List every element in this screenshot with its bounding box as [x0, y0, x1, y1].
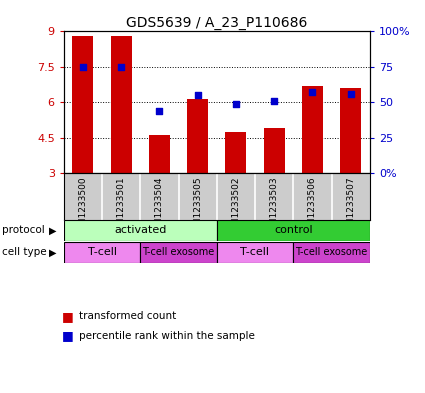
- Text: GSM1233506: GSM1233506: [308, 177, 317, 237]
- Bar: [64, 242, 140, 263]
- Text: GSM1233505: GSM1233505: [193, 177, 202, 237]
- Bar: [72, 36, 94, 173]
- Bar: [302, 86, 323, 173]
- Point: [271, 98, 278, 104]
- Bar: [110, 36, 132, 173]
- Text: activated: activated: [114, 226, 167, 235]
- Point: [79, 64, 86, 70]
- Text: GSM1233502: GSM1233502: [231, 177, 241, 237]
- Bar: [149, 135, 170, 173]
- Text: control: control: [274, 226, 312, 235]
- Title: GDS5639 / A_23_P110686: GDS5639 / A_23_P110686: [126, 17, 307, 30]
- Text: GSM1233507: GSM1233507: [346, 177, 355, 237]
- Text: T-cell: T-cell: [88, 247, 116, 257]
- Text: transformed count: transformed count: [79, 311, 176, 321]
- Point: [194, 92, 201, 98]
- Bar: [187, 99, 208, 173]
- Text: protocol: protocol: [2, 226, 45, 235]
- Text: percentile rank within the sample: percentile rank within the sample: [79, 331, 255, 341]
- Point: [156, 108, 163, 114]
- Point: [309, 89, 316, 95]
- Text: T-cell exosome: T-cell exosome: [295, 247, 368, 257]
- Bar: [264, 128, 285, 173]
- Bar: [340, 88, 361, 173]
- Point: [347, 91, 354, 97]
- Point: [232, 101, 239, 107]
- Text: GSM1233504: GSM1233504: [155, 177, 164, 237]
- Text: ▶: ▶: [49, 247, 57, 257]
- Text: T-cell: T-cell: [241, 247, 269, 257]
- Text: GSM1233500: GSM1233500: [78, 177, 88, 237]
- Bar: [225, 132, 246, 173]
- Bar: [64, 220, 217, 241]
- Text: ■: ■: [62, 329, 74, 343]
- Text: ■: ■: [62, 310, 74, 323]
- Text: GSM1233503: GSM1233503: [269, 177, 279, 237]
- Text: GSM1233501: GSM1233501: [116, 177, 126, 237]
- Text: cell type: cell type: [2, 247, 47, 257]
- Text: ▶: ▶: [49, 226, 57, 235]
- Bar: [140, 242, 217, 263]
- Bar: [217, 242, 293, 263]
- Point: [118, 64, 125, 70]
- Bar: [217, 220, 370, 241]
- Bar: [293, 242, 370, 263]
- Text: T-cell exosome: T-cell exosome: [142, 247, 215, 257]
